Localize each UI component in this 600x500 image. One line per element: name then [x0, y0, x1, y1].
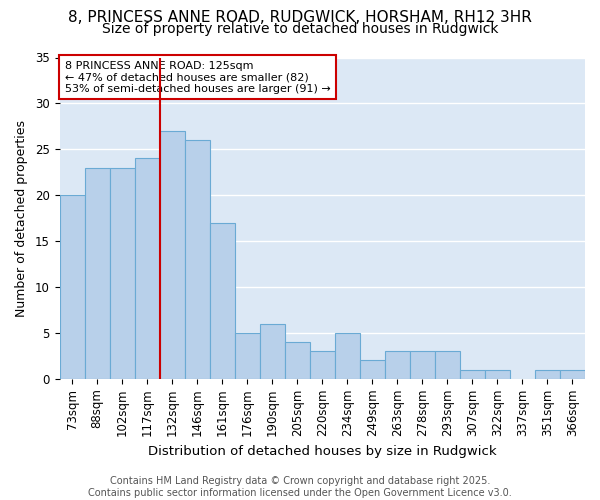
Bar — [310, 352, 335, 379]
Bar — [410, 352, 435, 379]
Bar — [134, 158, 160, 379]
Text: 8 PRINCESS ANNE ROAD: 125sqm
← 47% of detached houses are smaller (82)
53% of se: 8 PRINCESS ANNE ROAD: 125sqm ← 47% of de… — [65, 60, 331, 94]
Bar — [285, 342, 310, 379]
Text: Contains HM Land Registry data © Crown copyright and database right 2025.
Contai: Contains HM Land Registry data © Crown c… — [88, 476, 512, 498]
Bar — [59, 195, 85, 379]
Bar — [360, 360, 385, 379]
Bar — [485, 370, 510, 379]
Bar — [385, 352, 410, 379]
Bar — [110, 168, 134, 379]
Bar — [335, 333, 360, 379]
Bar — [535, 370, 560, 379]
Bar — [460, 370, 485, 379]
Bar — [209, 223, 235, 379]
Bar — [260, 324, 285, 379]
Text: 8, PRINCESS ANNE ROAD, RUDGWICK, HORSHAM, RH12 3HR: 8, PRINCESS ANNE ROAD, RUDGWICK, HORSHAM… — [68, 10, 532, 25]
Bar — [435, 352, 460, 379]
Bar — [85, 168, 110, 379]
Bar — [160, 131, 185, 379]
Bar — [235, 333, 260, 379]
Bar — [560, 370, 585, 379]
X-axis label: Distribution of detached houses by size in Rudgwick: Distribution of detached houses by size … — [148, 444, 497, 458]
Text: Size of property relative to detached houses in Rudgwick: Size of property relative to detached ho… — [102, 22, 498, 36]
Y-axis label: Number of detached properties: Number of detached properties — [15, 120, 28, 316]
Bar — [185, 140, 209, 379]
